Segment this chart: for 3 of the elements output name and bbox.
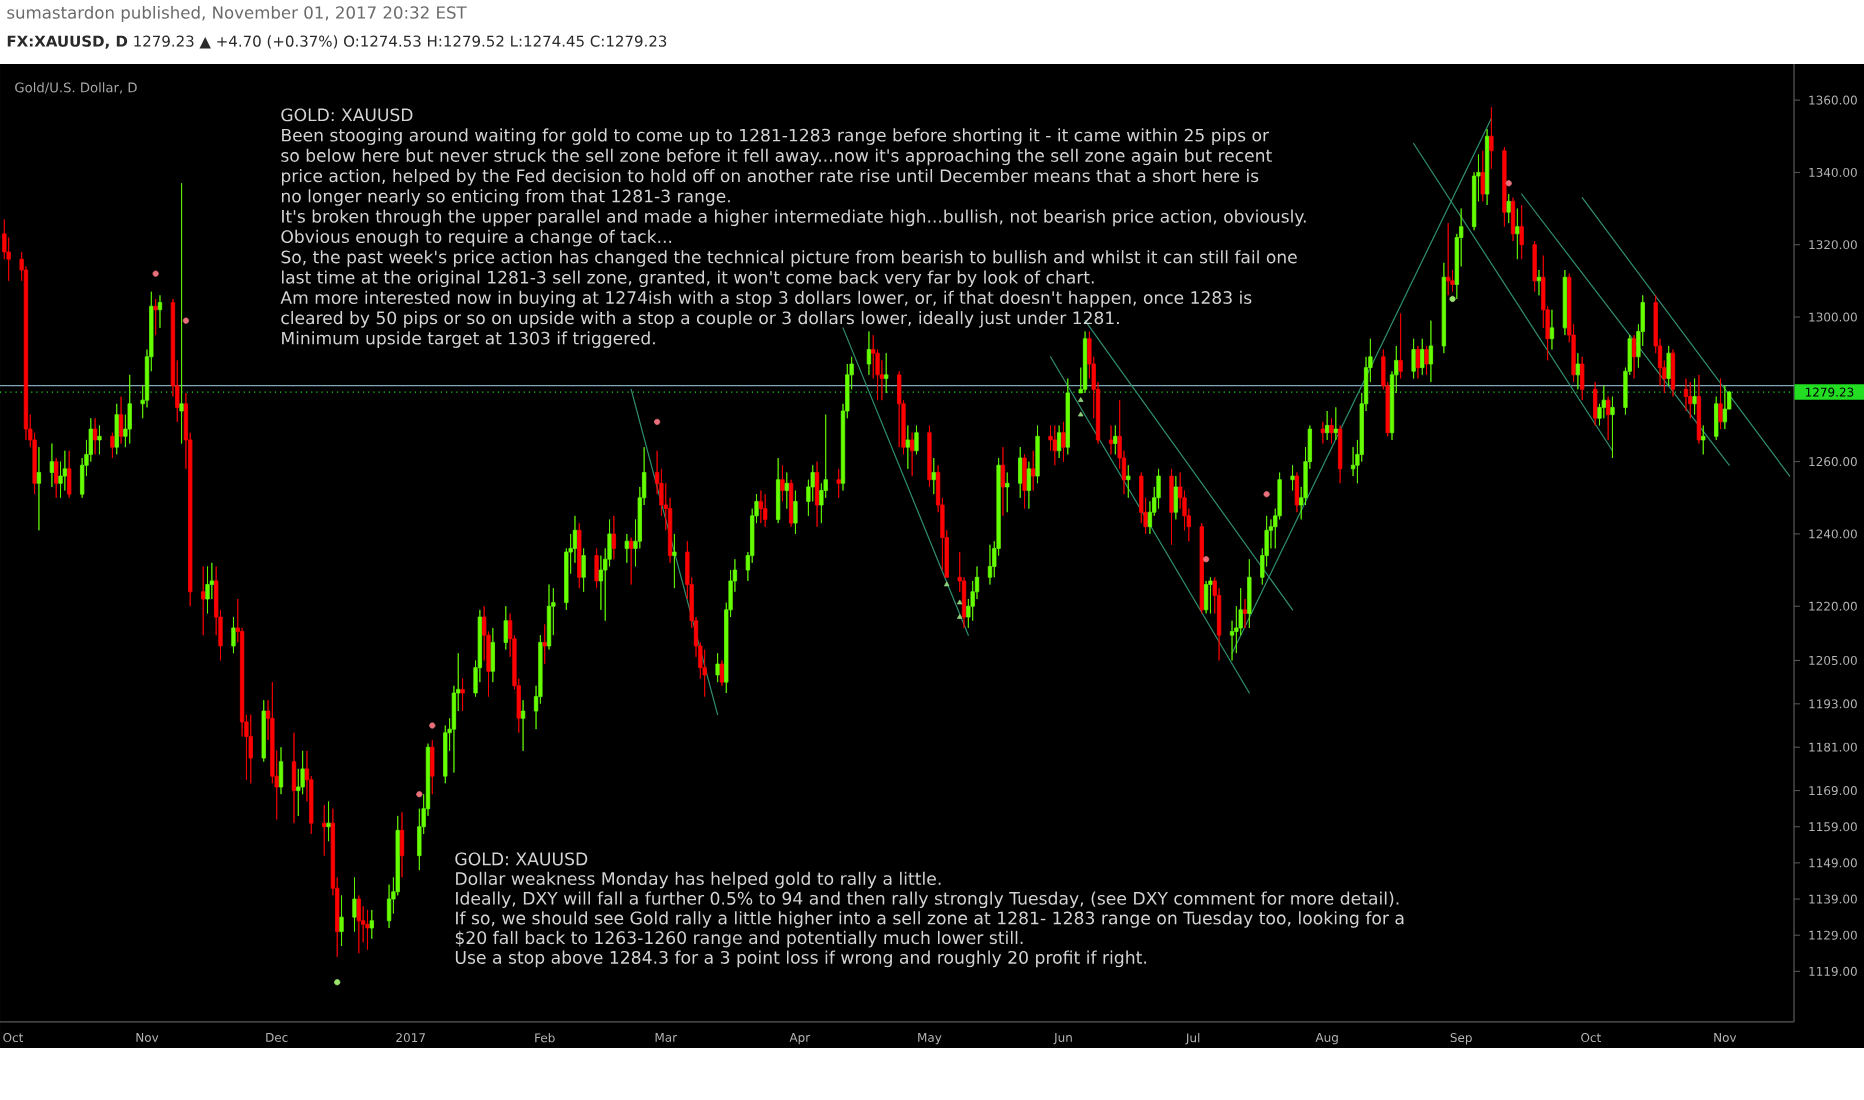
annotation: GOLD: XAUUSD Dollar weakness Monday has helped gold to rally a little. Ideally, DXY will fall a further 0.5% to 94 and then rally strongly Tuesday, (see DXY comment for more detail). If so, we should see Gold rally a little higher into a sell zone at 1281- 1283 range on Tuesday too, looking for a $20 fall back to 1263-1260 range and potentially much lower still. Use a stop above 1284.3 for a 3 point loss if wrong and roughly 20 profit if right. [455, 852, 1404, 968]
text: GOLD: XAUUSD Been stooging around waiting for gold to come up to 1281-1283 range before shorting it - it came within 25 pips or so below here but never struck the sell zone before it fell away...now it's approaching the sell zone again but recent price action, helped by the Fed decision to hold off on another rate rise until December means that a short here is no longer nearly so enticing from that 1281-3 range. It's broken through the upper parallel and made a higher intermediate high...bullish, not bearish price action, obviously. Obvious enough to require a change of tack... So, the past week's price action has changed the technical picture from bearish to bullish and whilst it can still fail one last time at the original 1281-3 sell zone, granted, it won't come back very far by look of chart. Am more interested now in buying at 1274ish with a stop 3 dollars lower, or, if that doesn't happen, once 1283 is cleared by 50 pips or so on upside with a stop a couple or 3 dollars lower, ideally just under 1281. Minimum upside target at 1303 if triggered. [280, 108, 1306, 348]
text: sumastardon published, November 01, 2017 20:32 EST [7, 5, 467, 22]
